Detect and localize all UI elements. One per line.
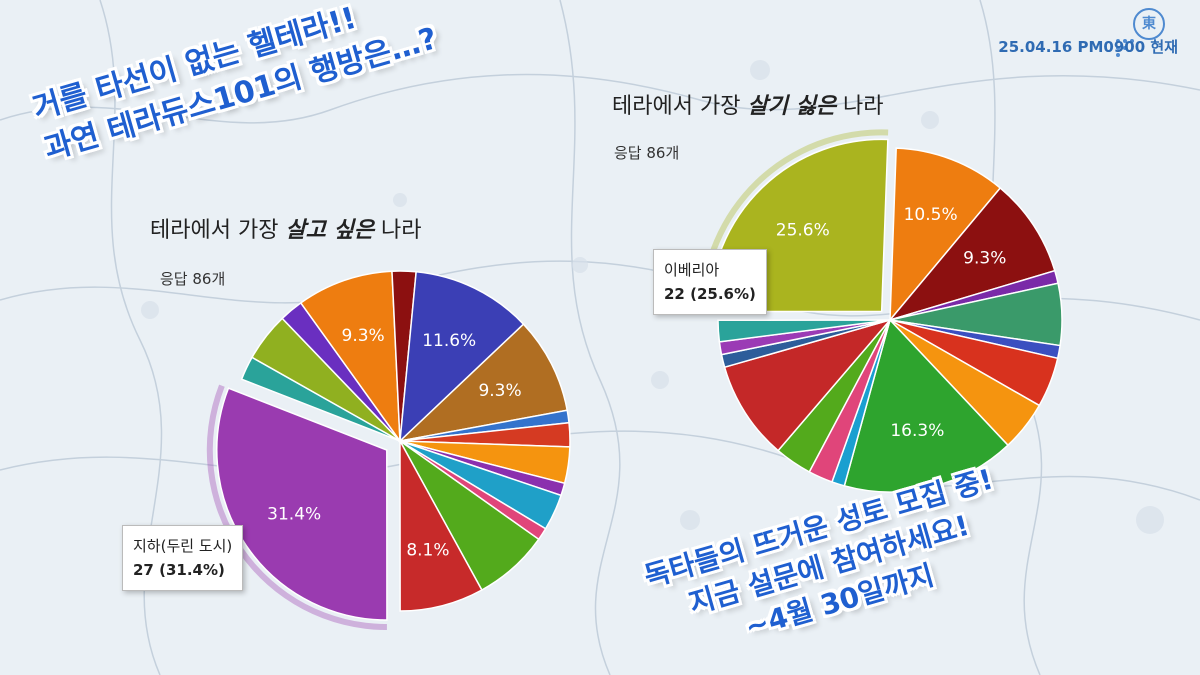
chart-right-tooltip-label: 이베리아: [664, 261, 720, 279]
chart-left-tooltip-label: 지하(두린 도시): [133, 537, 233, 555]
chart-left-tooltip-value: 27 (31.4%): [133, 561, 225, 579]
chart-right-tooltip-value: 22 (25.6%): [664, 285, 756, 303]
dots-icon: [1116, 39, 1134, 57]
pie-slice[interactable]: [397, 323, 569, 443]
chart-right-title: 테라에서 가장 살기 싫은 나라: [612, 88, 884, 120]
slice-label: 9.3%: [342, 326, 385, 346]
pie-slice[interactable]: [887, 186, 1056, 322]
pie-slice[interactable]: [889, 147, 1002, 323]
chart-right-tooltip: 이베리아 22 (25.6%): [653, 249, 767, 315]
pie-slice[interactable]: [723, 318, 893, 452]
pie-slice[interactable]: [399, 440, 483, 612]
date-label: 25.04.16 PM0900 현재: [998, 38, 1178, 56]
brand-logo: 東: [1133, 8, 1165, 40]
slice-label: 9.3%: [478, 381, 521, 401]
chart-left-tooltip: 지하(두린 도시) 27 (31.4%): [122, 525, 244, 591]
slice-label: 11.6%: [422, 331, 476, 351]
pie-slice[interactable]: [299, 270, 401, 444]
chart-left-title-a: 테라에서 가장: [150, 218, 286, 243]
slice-label: 31.4%: [267, 504, 321, 524]
slice-label: 8.1%: [406, 541, 449, 561]
highlight-ring: [206, 384, 387, 631]
slice-label: 10.5%: [904, 205, 958, 225]
chart-right-title-b: 살기 싫은: [747, 94, 837, 119]
slice-label: 9.3%: [963, 249, 1006, 269]
slice-label: 25.6%: [776, 221, 830, 241]
chart-left-title-b: 살고 싶은: [285, 218, 375, 243]
chart-left-subtitle: 응답 86개: [160, 270, 226, 288]
chart-right-title-c: 나라: [836, 94, 884, 119]
chart-right-title-a: 테라에서 가장: [612, 94, 748, 119]
pie-slice[interactable]: [843, 318, 1010, 493]
pie-slice[interactable]: [717, 319, 891, 343]
chart-left-title-c: 나라: [374, 218, 422, 243]
pie-slice[interactable]: [216, 387, 388, 621]
chart-left-title: 테라에서 가장 살고 싶은 나라: [150, 212, 422, 244]
pie-slice[interactable]: [399, 270, 525, 443]
chart-right-subtitle: 응답 86개: [614, 144, 680, 162]
slice-label: 16.3%: [890, 421, 944, 441]
